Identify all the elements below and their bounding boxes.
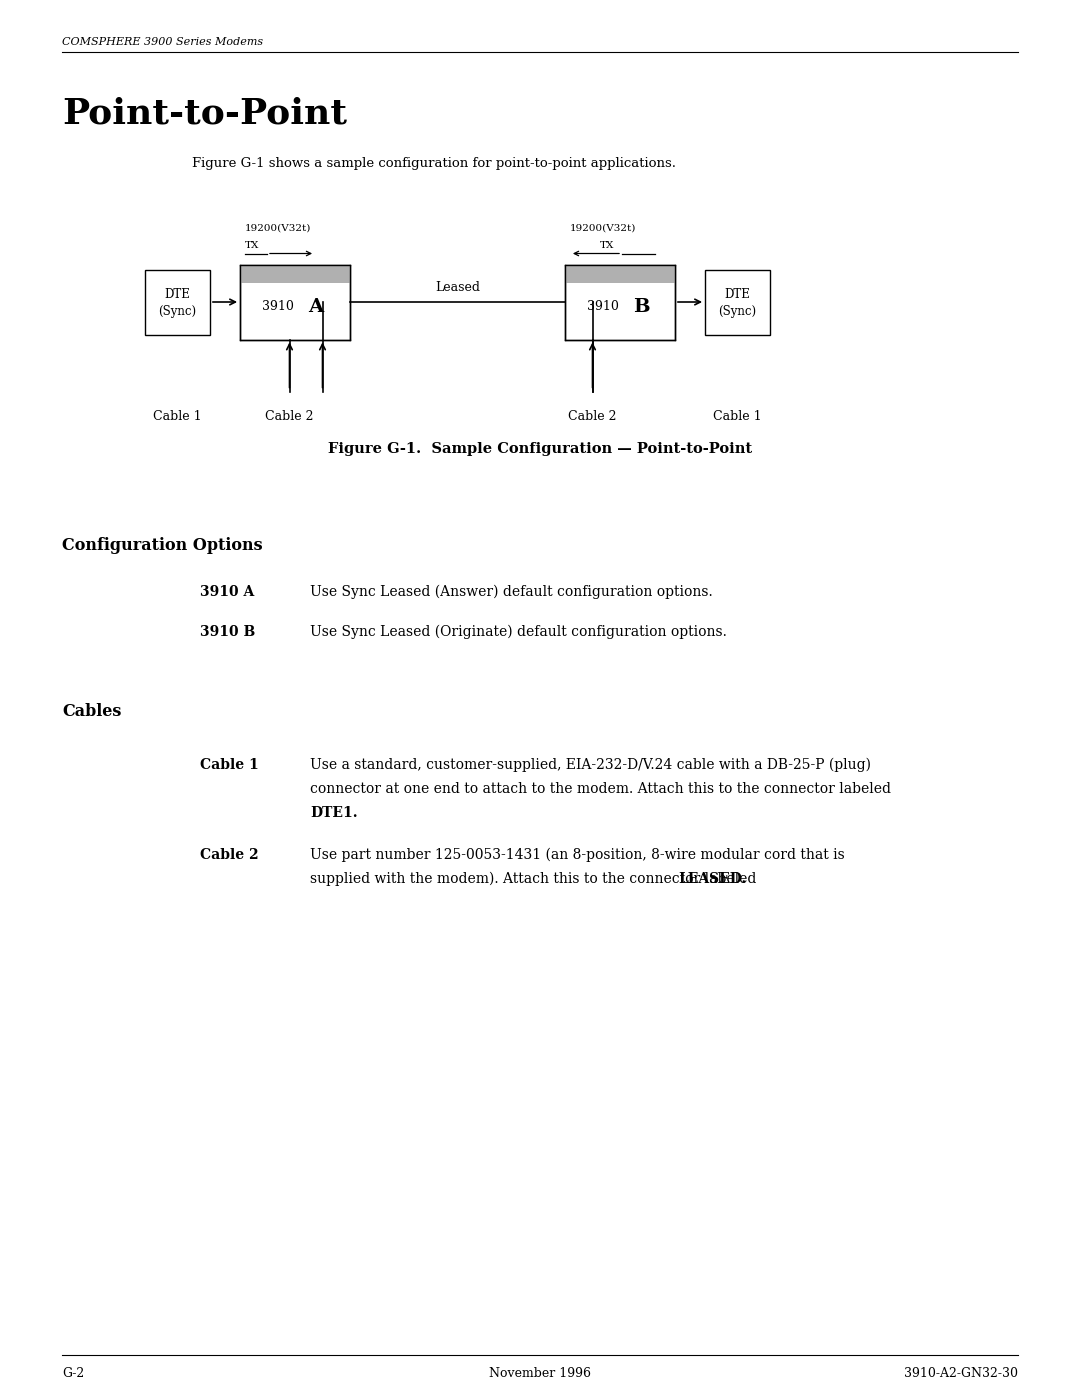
Bar	[705, 270, 770, 334]
Text: Use Sync Leased (Answer) default configuration options.: Use Sync Leased (Answer) default configu…	[310, 585, 713, 599]
Bar	[240, 264, 350, 282]
Text: November 1996: November 1996	[489, 1368, 591, 1380]
Text: supplied with the modem). Attach this to the connector labeled: supplied with the modem). Attach this to…	[310, 872, 760, 886]
Text: 3910: 3910	[588, 300, 623, 313]
Bar	[565, 264, 675, 339]
Text: TX: TX	[245, 242, 259, 250]
Text: COMSPHERE 3900 Series Modems: COMSPHERE 3900 Series Modems	[62, 36, 264, 47]
Text: Cable 2: Cable 2	[266, 409, 314, 422]
Text: Use a standard, customer-supplied, EIA-232-D/V.24 cable with a DB-25-P (plug): Use a standard, customer-supplied, EIA-2…	[310, 759, 870, 773]
Text: TX: TX	[600, 242, 615, 250]
Text: Use Sync Leased (Originate) default configuration options.: Use Sync Leased (Originate) default conf…	[310, 624, 727, 640]
Text: DTE: DTE	[164, 288, 190, 300]
Text: Cables: Cables	[62, 703, 121, 719]
Text: 3910 A: 3910 A	[200, 585, 254, 599]
Text: 19200(V32t): 19200(V32t)	[245, 224, 311, 232]
Text: Cable 1: Cable 1	[153, 409, 202, 422]
Text: DTE1.: DTE1.	[310, 806, 357, 820]
Text: (Sync): (Sync)	[718, 306, 757, 319]
Text: Cable 1: Cable 1	[713, 409, 761, 422]
Text: G-2: G-2	[62, 1368, 84, 1380]
Text: LEASED.: LEASED.	[678, 872, 746, 886]
Text: Point-to-Point: Point-to-Point	[62, 96, 347, 131]
Bar	[240, 264, 350, 339]
Text: Figure G-1 shows a sample configuration for point-to-point applications.: Figure G-1 shows a sample configuration …	[192, 156, 676, 170]
Text: 3910: 3910	[262, 300, 298, 313]
Text: Figure G-1.  Sample Configuration — Point-to-Point: Figure G-1. Sample Configuration — Point…	[328, 441, 752, 455]
Text: (Sync): (Sync)	[159, 306, 197, 319]
Text: Cable 1: Cable 1	[200, 759, 259, 773]
Bar	[565, 264, 675, 282]
Text: B: B	[633, 298, 650, 316]
Text: Use part number 125-0053-1431 (an 8-position, 8-wire modular cord that is: Use part number 125-0053-1431 (an 8-posi…	[310, 848, 845, 862]
Text: Leased: Leased	[435, 281, 480, 293]
Text: Cable 2: Cable 2	[200, 848, 258, 862]
Text: DTE: DTE	[725, 288, 751, 300]
Text: A: A	[308, 298, 323, 316]
Text: Configuration Options: Configuration Options	[62, 536, 262, 555]
Text: 3910-A2-GN32-30: 3910-A2-GN32-30	[904, 1368, 1018, 1380]
Bar	[145, 270, 210, 334]
Text: connector at one end to attach to the modem. Attach this to the connector labele: connector at one end to attach to the mo…	[310, 782, 891, 796]
Text: Cable 2: Cable 2	[568, 409, 617, 422]
Text: 19200(V32t): 19200(V32t)	[570, 224, 636, 232]
Text: 3910 B: 3910 B	[200, 624, 255, 638]
